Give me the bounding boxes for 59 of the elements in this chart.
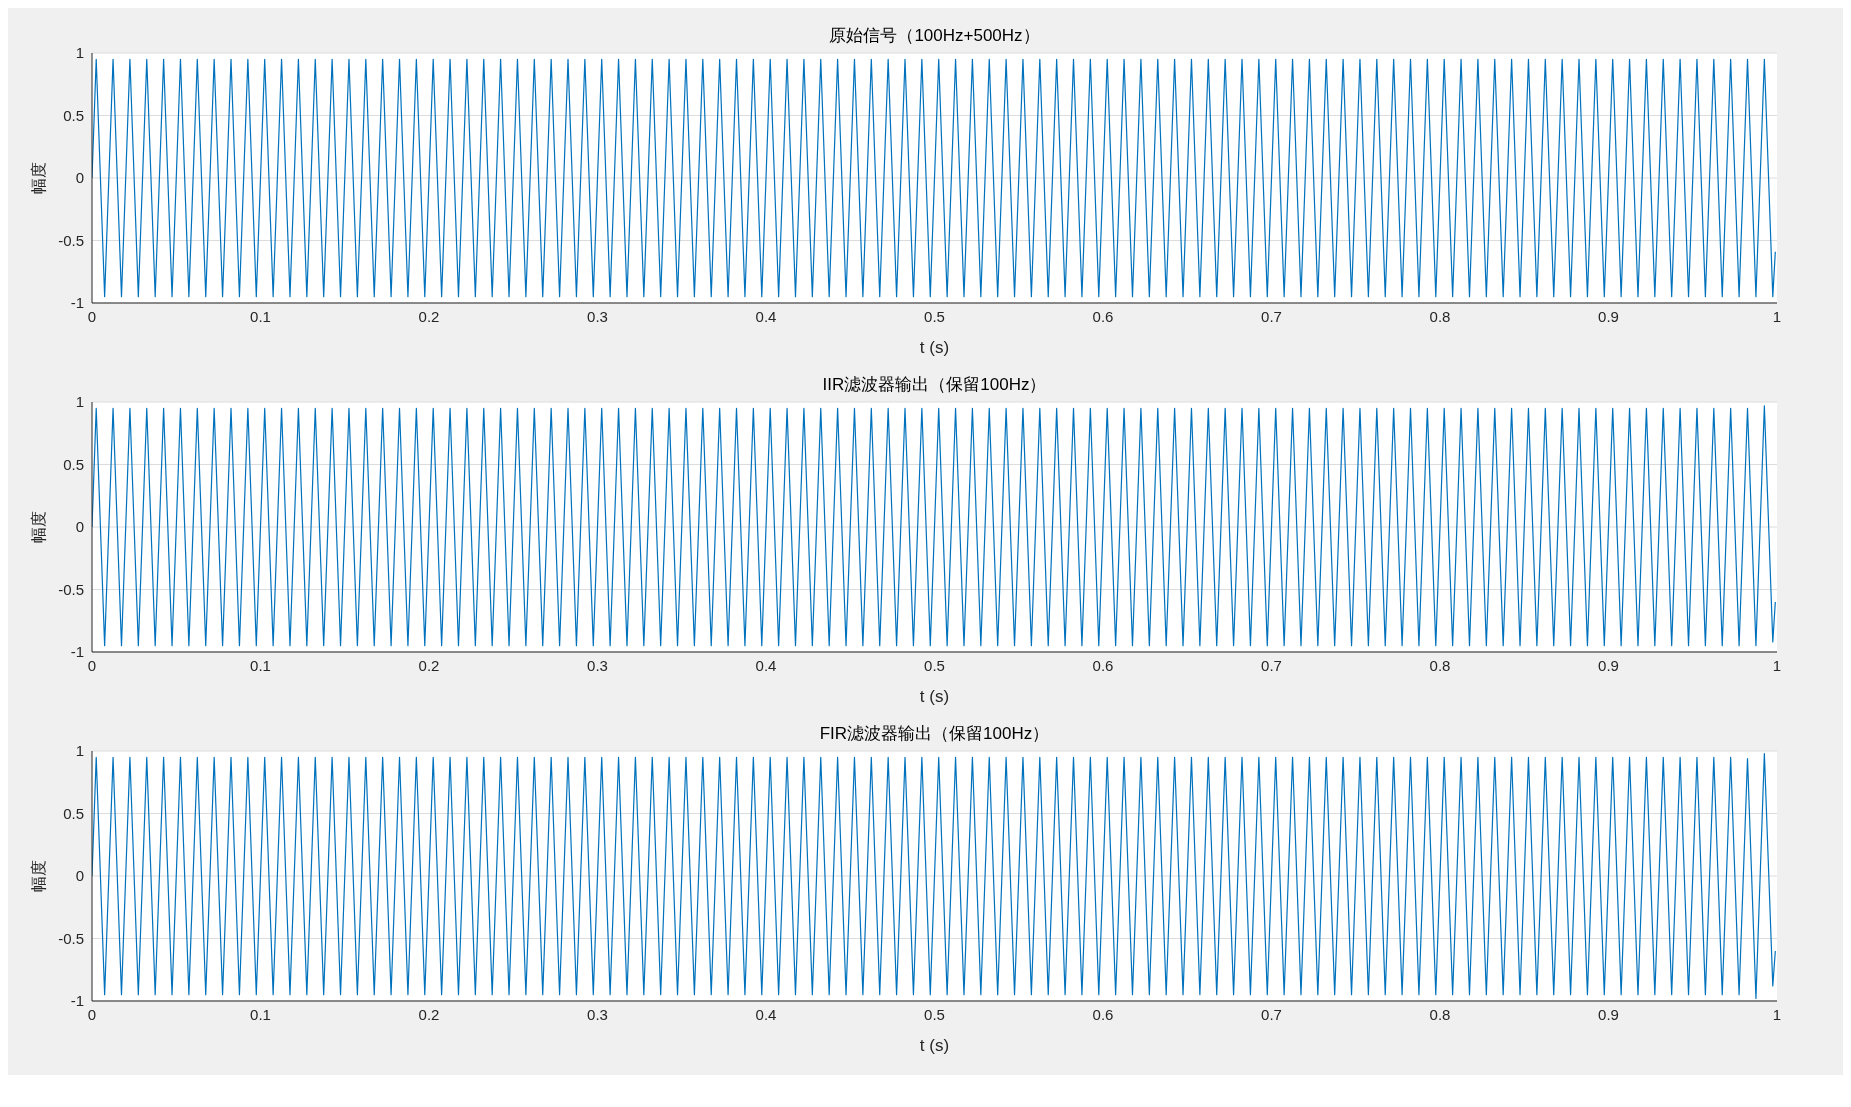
x-tick-label: 0.3 <box>587 1005 608 1023</box>
x-axis-title: t (s) <box>919 687 950 706</box>
y-tick-label: -1 <box>70 294 84 312</box>
y-tick-label: -1 <box>70 643 84 661</box>
x-axis-title: t (s) <box>919 1036 950 1055</box>
y-axis-title: 幅度 <box>29 511 47 543</box>
x-tick-label: 0.2 <box>418 1005 440 1023</box>
y-tick-label: -1 <box>70 992 84 1010</box>
x-tick-label: 0.3 <box>587 656 608 674</box>
x-tick-label: 0.7 <box>1261 307 1282 325</box>
x-tick-label: 1 <box>1772 307 1782 325</box>
x-tick-label: 0.7 <box>1261 656 1282 674</box>
x-tick-label: 0.9 <box>1598 1005 1619 1023</box>
x-axis-title: t (s) <box>919 338 950 357</box>
x-tick-label: 0.6 <box>1092 656 1114 674</box>
x-tick-label: 1 <box>1772 1005 1782 1023</box>
x-tick-label: 0.1 <box>250 656 271 674</box>
x-tick-label: 1 <box>1772 656 1782 674</box>
x-tick-label: 0.7 <box>1261 1005 1282 1023</box>
x-tick-label: 0.4 <box>755 307 777 325</box>
x-tick-label: 0.5 <box>924 656 945 674</box>
x-tick-label: 0.1 <box>250 1005 271 1023</box>
x-tick-label: 0.9 <box>1598 656 1619 674</box>
y-tick-label: 0.5 <box>63 455 84 473</box>
x-tick-label: 0.9 <box>1598 307 1619 325</box>
chart-title: IIR滤波器输出（保留100Hz） <box>821 374 1048 396</box>
y-tick-label: 0 <box>75 518 84 536</box>
chart-title: FIR滤波器输出（保留100Hz） <box>818 723 1051 745</box>
x-tick-label: 0 <box>87 307 97 325</box>
y-axis-title: 幅度 <box>29 860 47 892</box>
x-tick-label: 0.6 <box>1092 1005 1114 1023</box>
y-tick-label: 1 <box>75 393 84 411</box>
x-tick-label: 0.8 <box>1429 307 1451 325</box>
x-tick-label: 0.5 <box>924 1005 945 1023</box>
x-tick-label: 0.4 <box>755 1005 777 1023</box>
x-tick-label: 0.8 <box>1429 656 1451 674</box>
y-axis-title: 幅度 <box>29 162 47 194</box>
x-tick-label: 0.3 <box>587 307 608 325</box>
y-tick-label: -0.5 <box>58 231 84 249</box>
line-series <box>92 405 1776 647</box>
x-tick-label: 0.2 <box>418 307 440 325</box>
y-tick-label: 0 <box>75 867 84 885</box>
x-tick-label: 0 <box>87 1005 97 1023</box>
y-tick-label: 1 <box>75 742 84 760</box>
x-tick-label: 0.1 <box>250 307 271 325</box>
y-tick-label: -0.5 <box>58 580 84 598</box>
y-tick-label: 1 <box>75 44 84 62</box>
chart-title: 原始信号（100Hz+500Hz） <box>828 25 1041 47</box>
y-tick-label: 0.5 <box>63 804 84 822</box>
y-tick-label: 0.5 <box>63 106 84 124</box>
line-series <box>92 58 1776 298</box>
x-tick-label: 0 <box>87 656 97 674</box>
x-tick-label: 0.4 <box>755 656 777 674</box>
x-tick-label: 0.5 <box>924 307 945 325</box>
x-tick-label: 0.2 <box>418 656 440 674</box>
x-tick-label: 0.6 <box>1092 307 1114 325</box>
y-tick-label: 0 <box>75 169 84 187</box>
y-tick-label: -0.5 <box>58 929 84 947</box>
x-tick-label: 0.8 <box>1429 1005 1451 1023</box>
